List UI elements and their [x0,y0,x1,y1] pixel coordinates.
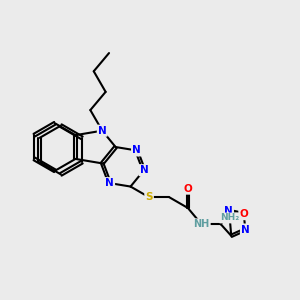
Text: NH: NH [194,219,210,229]
Text: N: N [224,206,233,216]
Text: N: N [98,126,106,136]
Text: N: N [105,178,114,188]
Text: S: S [145,192,153,202]
Text: O: O [239,209,248,219]
Text: O: O [183,184,192,194]
Text: N: N [241,224,250,235]
Text: NH₂: NH₂ [220,214,239,223]
Text: N: N [140,165,148,175]
Text: N: N [132,146,141,155]
